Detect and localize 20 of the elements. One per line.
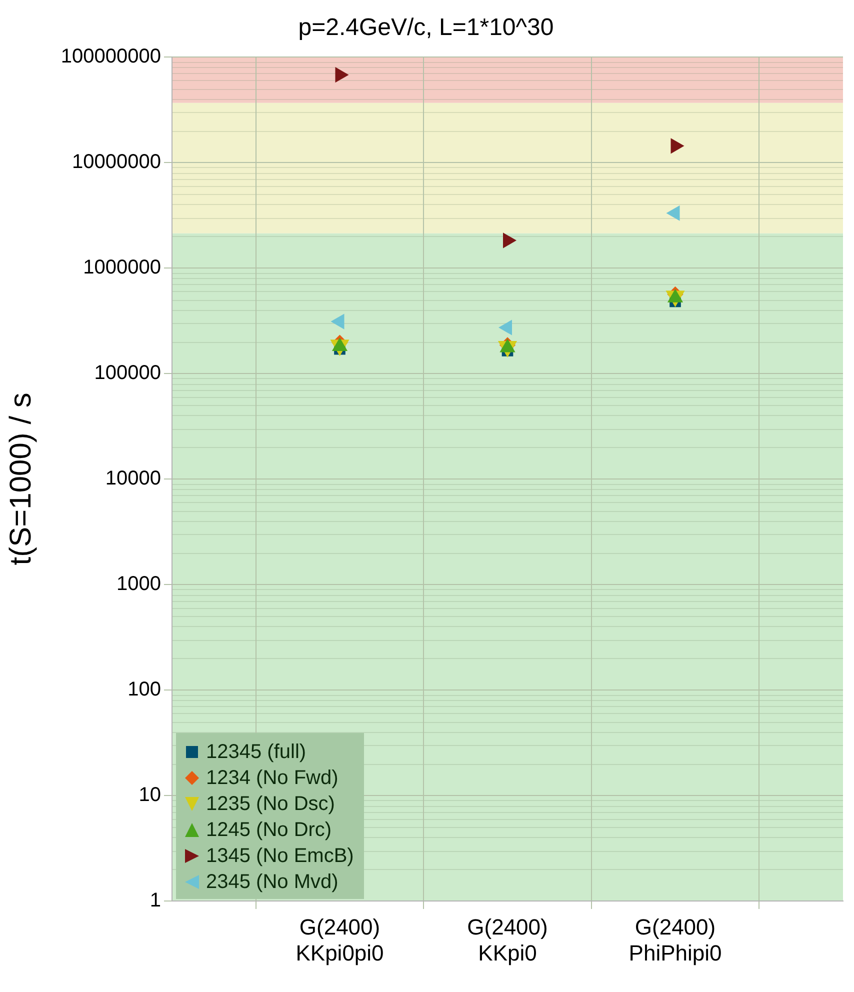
y-tick-label: 10000000 [72,150,161,173]
x-tick-label: G(2400) KKpi0pi0 [296,914,384,966]
y-tick-label: 10000 [105,467,161,490]
x-tick-label: G(2400) KKpi0 [467,914,548,966]
y-tick-label: 1 [150,890,161,912]
y-tick-label: 100000 [94,362,161,384]
y-tick-label: 1000000 [83,256,161,278]
legend-label: 1245 (No Drc) [206,818,332,843]
y-tick-label: 10 [138,784,161,806]
y-tick-label: 1000 [116,572,161,595]
y-tick-label: 100000000 [60,45,161,68]
legend-label: 1234 (No Fwd) [206,766,338,791]
legend-label: 1345 (No EmcB) [206,844,354,869]
y-tick-label: 100 [128,678,161,700]
legend-label: 2345 (No Mvd) [206,870,338,895]
legend-label: 12345 (full) [206,740,306,765]
legend-label: 1235 (No Dsc) [206,792,335,817]
x-tick-label: G(2400) PhiPhipi0 [628,914,722,966]
chart-title: p=2.4GeV/c, L=1*10^30 [298,14,554,42]
y-axis-title: t(S=1000) / s [4,392,38,566]
